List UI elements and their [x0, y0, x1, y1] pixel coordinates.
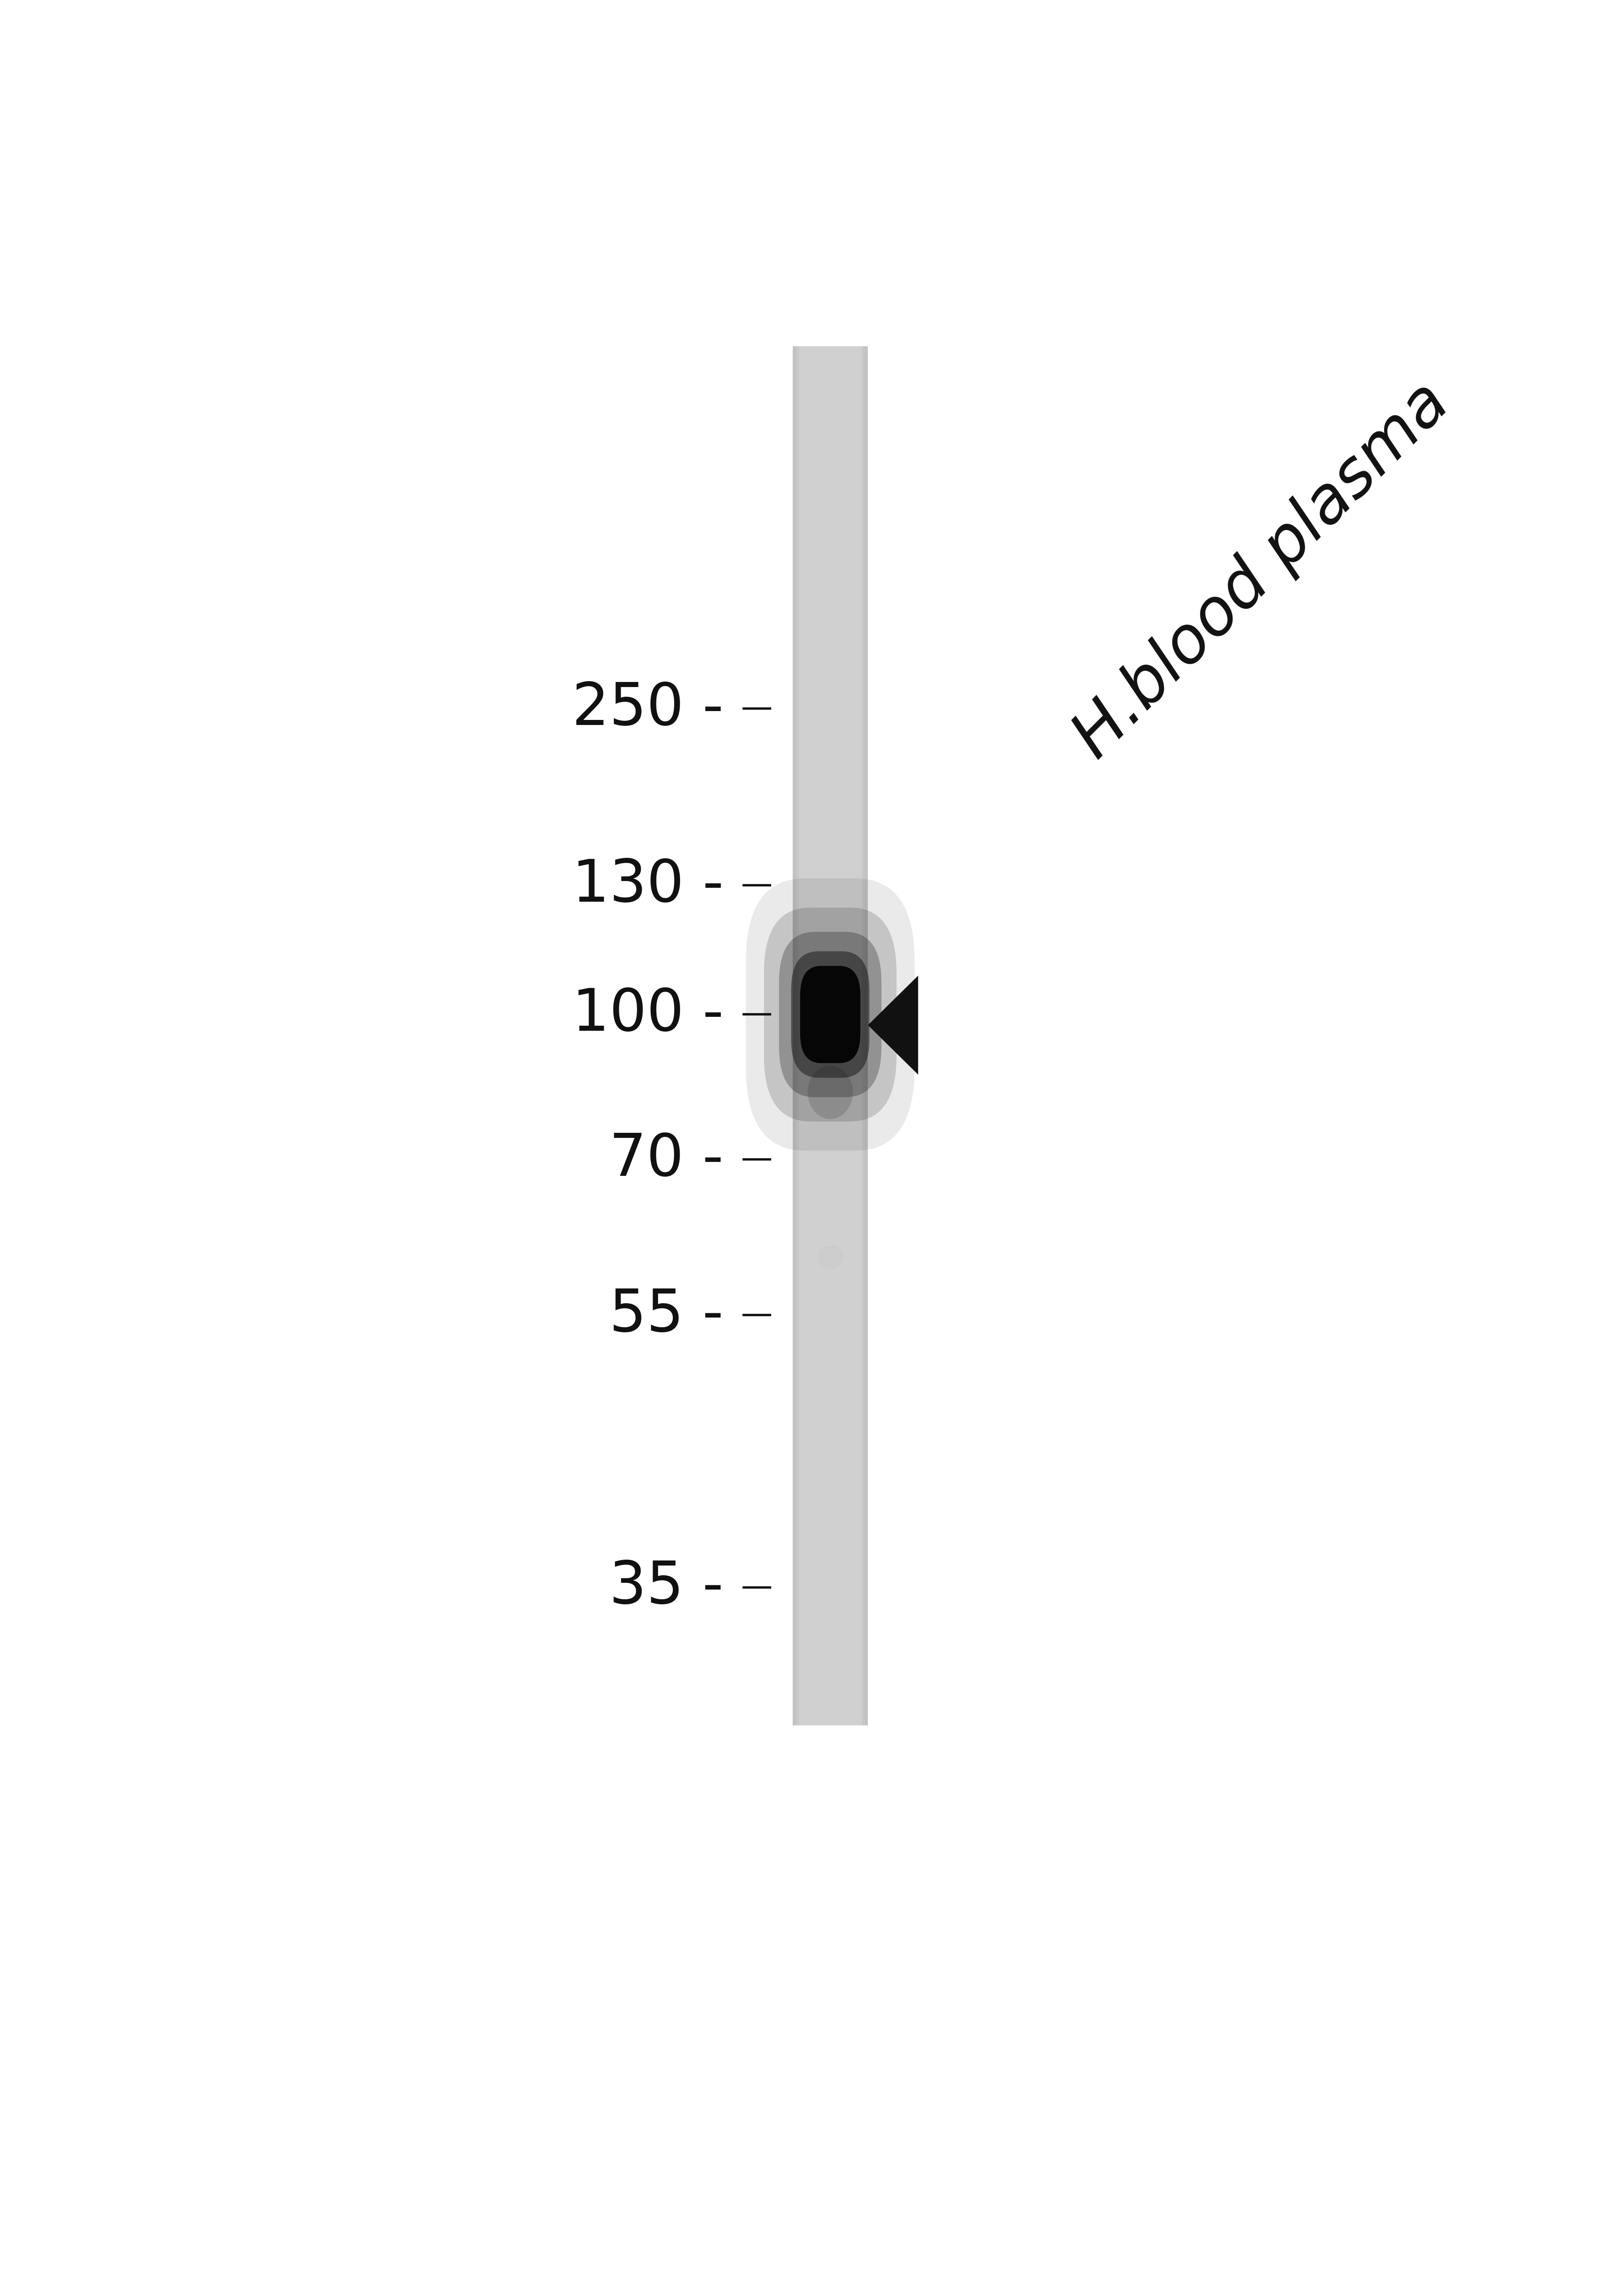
Polygon shape — [868, 976, 919, 1075]
Text: 55 -: 55 - — [609, 1286, 724, 1343]
Bar — [865, 347, 868, 1724]
FancyBboxPatch shape — [791, 951, 870, 1077]
FancyBboxPatch shape — [745, 879, 915, 1150]
Text: 130 -: 130 - — [572, 856, 724, 914]
Ellipse shape — [808, 1065, 852, 1118]
Text: 35 -: 35 - — [609, 1559, 724, 1616]
Text: 100 -: 100 - — [572, 985, 724, 1042]
Bar — [792, 347, 795, 1724]
Text: 70 -: 70 - — [609, 1132, 724, 1187]
FancyBboxPatch shape — [800, 967, 860, 1063]
Bar — [862, 347, 868, 1724]
Text: 250 -: 250 - — [572, 680, 724, 737]
Text: H.blood plasma: H.blood plasma — [1063, 372, 1461, 771]
Ellipse shape — [816, 1244, 844, 1270]
Bar — [792, 347, 799, 1724]
FancyBboxPatch shape — [765, 907, 896, 1120]
Bar — [792, 347, 868, 1724]
FancyBboxPatch shape — [779, 932, 881, 1097]
